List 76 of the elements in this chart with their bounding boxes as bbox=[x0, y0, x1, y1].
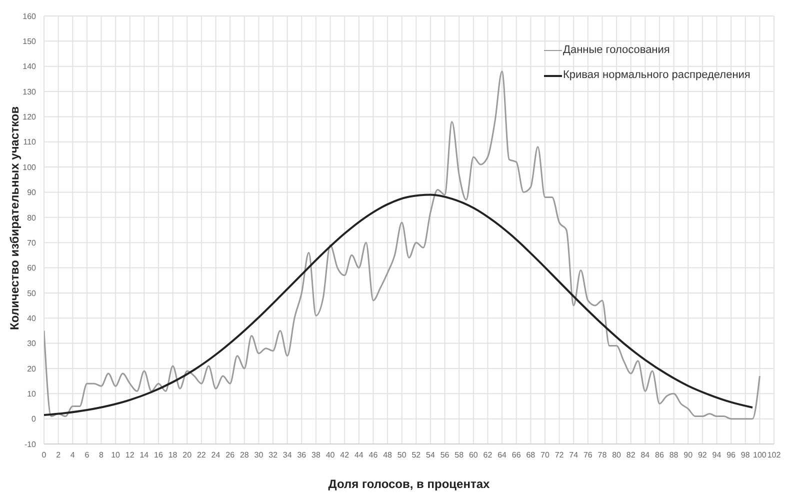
x-tick-label: 84 bbox=[640, 450, 650, 460]
x-tick-label: 98 bbox=[740, 450, 750, 460]
x-tick-label: 26 bbox=[226, 450, 236, 460]
y-tick-label: 70 bbox=[27, 238, 37, 248]
y-tick-label: 30 bbox=[27, 339, 37, 348]
x-tick-label: 76 bbox=[583, 450, 593, 460]
x-tick-label: 20 bbox=[182, 450, 192, 460]
x-tick-label: 28 bbox=[240, 450, 250, 460]
x-tick-label: 78 bbox=[598, 450, 608, 460]
x-tick-label: 58 bbox=[454, 450, 464, 460]
y-tick-label: 0 bbox=[32, 414, 37, 424]
x-tick-label: 68 bbox=[526, 450, 536, 460]
x-tick-label: 14 bbox=[140, 450, 150, 460]
x-tick-label: 12 bbox=[125, 450, 135, 460]
x-tick-label: 80 bbox=[612, 450, 622, 460]
x-tick-label: 62 bbox=[483, 450, 493, 460]
y-tick-label: 20 bbox=[27, 364, 37, 374]
y-tick-label: 10 bbox=[27, 389, 37, 398]
legend-label: Кривая нормального распределения bbox=[563, 68, 750, 83]
x-tick-label: 96 bbox=[726, 450, 736, 460]
x-tick-label: 48 bbox=[383, 450, 393, 460]
x-tick-label: 24 bbox=[211, 450, 221, 460]
x-tick-label: 52 bbox=[412, 450, 422, 460]
y-tick-label: 130 bbox=[22, 87, 37, 96]
y-tick-label: 90 bbox=[27, 188, 37, 198]
x-tick-label: 30 bbox=[254, 450, 264, 460]
x-tick-label: 66 bbox=[512, 450, 522, 460]
x-tick-label: 50 bbox=[397, 450, 407, 460]
y-tick-label: 160 bbox=[22, 12, 37, 21]
x-tick-label: 70 bbox=[540, 450, 550, 460]
x-tick-label: 100 bbox=[753, 450, 767, 460]
x-tick-label: 92 bbox=[698, 450, 708, 460]
y-tick-label: 120 bbox=[22, 112, 37, 122]
y-tick-label: 140 bbox=[22, 62, 37, 72]
x-tick-label: 4 bbox=[70, 450, 76, 460]
x-tick-label: 22 bbox=[197, 450, 206, 460]
x-tick-label: 36 bbox=[297, 450, 307, 460]
x-tick-label: 102 bbox=[767, 450, 782, 460]
x-tick-label: 88 bbox=[669, 450, 679, 460]
x-tick-label: 34 bbox=[282, 450, 292, 460]
x-tick-label: 86 bbox=[655, 450, 664, 460]
x-tick-label: 8 bbox=[99, 450, 104, 460]
x-tick-label: 32 bbox=[268, 450, 278, 460]
x-axis-title: Доля голосов, в процентах bbox=[328, 477, 490, 491]
x-tick-label: 46 bbox=[368, 450, 378, 460]
x-tick-label: 44 bbox=[354, 450, 364, 460]
y-tick-label: 80 bbox=[27, 213, 37, 222]
x-tick-label: 40 bbox=[326, 450, 336, 460]
y-tick-label: 100 bbox=[22, 162, 37, 172]
x-tick-label: 2 bbox=[56, 450, 62, 460]
x-tick-label: 64 bbox=[498, 450, 508, 460]
line-series bbox=[44, 194, 754, 416]
x-tick-label: 54 bbox=[426, 450, 436, 460]
y-tick-label: 110 bbox=[23, 138, 37, 147]
y-tick-label: 150 bbox=[22, 37, 37, 46]
x-tick-label: 10 bbox=[111, 450, 121, 460]
x-tick-label: 82 bbox=[626, 450, 636, 460]
y-tick-label: 50 bbox=[27, 288, 37, 298]
x-tick-label: 16 bbox=[154, 450, 164, 460]
x-tick-label: 90 bbox=[684, 450, 694, 460]
y-tick-label: 60 bbox=[27, 264, 37, 273]
line-series bbox=[44, 70, 760, 420]
x-tick-label: 0 bbox=[42, 450, 47, 460]
x-tick-label: 94 bbox=[712, 450, 722, 460]
y-tick-label: 40 bbox=[27, 314, 37, 323]
x-tick-label: 6 bbox=[84, 450, 90, 460]
legend-label: Данные голосования bbox=[563, 43, 670, 58]
x-tick-label: 74 bbox=[569, 450, 579, 460]
y-axis-title: Количество избирательных участков bbox=[7, 106, 22, 330]
x-tick-label: 72 bbox=[554, 450, 564, 460]
y-tick-label: -10 bbox=[24, 440, 37, 449]
x-tick-label: 60 bbox=[468, 450, 478, 460]
x-tick-label: 56 bbox=[440, 450, 450, 460]
x-tick-label: 42 bbox=[340, 450, 350, 460]
x-tick-label: 38 bbox=[312, 450, 321, 460]
x-tick-label: 18 bbox=[168, 450, 178, 460]
